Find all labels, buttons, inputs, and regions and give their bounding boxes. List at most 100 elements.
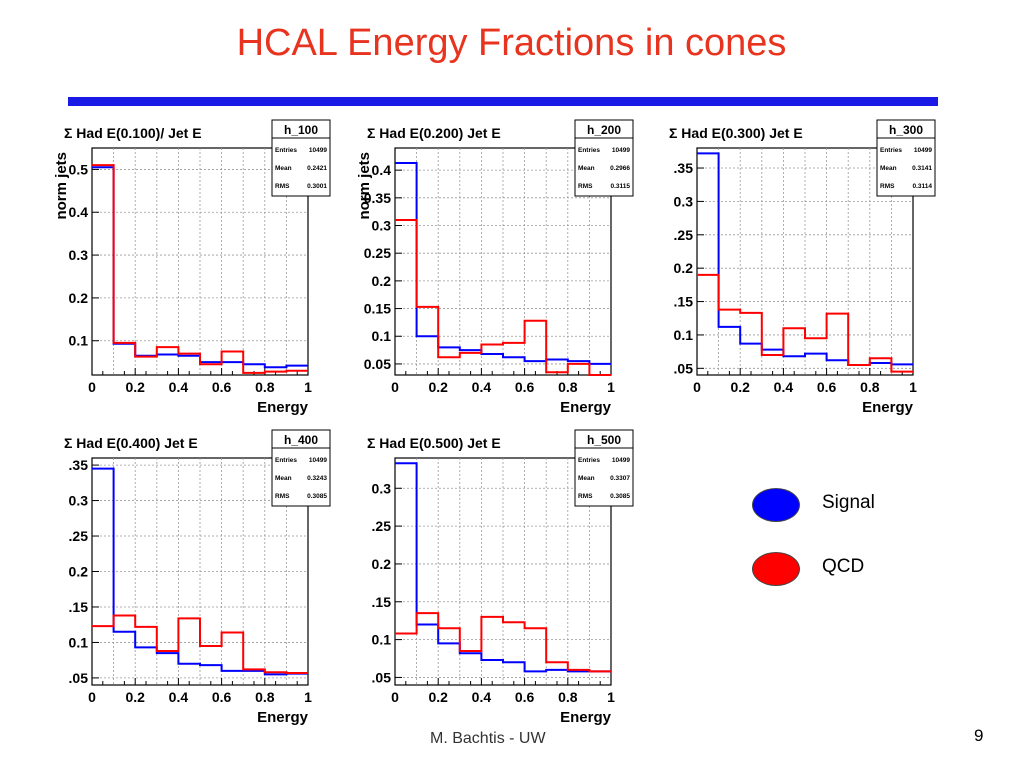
x-tick-label: 0.2 bbox=[730, 379, 750, 395]
x-axis-label: Energy bbox=[560, 709, 612, 726]
x-tick-label: 0.4 bbox=[169, 379, 189, 395]
stats-value: 10499 bbox=[309, 147, 327, 154]
x-tick-label: 0.6 bbox=[212, 689, 232, 705]
y-tick-label: .05 bbox=[372, 669, 392, 685]
y-tick-label: 0.15 bbox=[364, 301, 391, 317]
stats-label: Entries bbox=[275, 457, 297, 464]
x-tick-label: 0.6 bbox=[515, 379, 535, 395]
legend-item-signal: Signal bbox=[752, 488, 952, 528]
stats-box bbox=[574, 119, 634, 197]
x-tick-label: 0.8 bbox=[558, 689, 578, 705]
stats-box bbox=[574, 429, 634, 507]
stats-value: 10499 bbox=[914, 147, 932, 154]
y-tick-label: .35 bbox=[69, 457, 89, 473]
histogram-h-500: .05 0.1 .15 0.2 .25 0.3 0 0.2 0.4 0.6 0.8 1 Σ Had E(… bbox=[353, 428, 634, 728]
y-tick-label: 0.1 bbox=[674, 327, 694, 343]
stats-box bbox=[271, 429, 331, 507]
histogram-svg: 0.05 0.1 0.15 0.2 0.25 0.3 0.35 0.4 0 0.2 0.4 0.6 0.… bbox=[356, 119, 634, 416]
y-tick-label: .25 bbox=[372, 518, 392, 534]
stats-label: Mean bbox=[275, 165, 292, 172]
stats-label: Entries bbox=[275, 147, 297, 154]
stats-name: h_200 bbox=[587, 123, 621, 137]
legend-label-signal: Signal bbox=[822, 492, 875, 513]
x-tick-label: 0.8 bbox=[860, 379, 880, 395]
y-tick-label: .15 bbox=[674, 294, 694, 310]
stats-box bbox=[876, 119, 936, 197]
stats-label: Entries bbox=[578, 147, 600, 154]
x-tick-label: 0 bbox=[391, 689, 399, 705]
stats-label: RMS bbox=[578, 183, 593, 190]
y-tick-label: .35 bbox=[674, 160, 694, 176]
x-tick-label: 0.6 bbox=[212, 379, 232, 395]
signal-swatch-icon bbox=[752, 488, 800, 522]
histogram-title: Σ Had E(0.300) Jet E bbox=[669, 125, 803, 141]
x-tick-label: 0.4 bbox=[472, 689, 492, 705]
qcd-histogram-line bbox=[92, 164, 308, 374]
y-tick-label: 0.2 bbox=[674, 260, 694, 276]
y-tick-label: .05 bbox=[69, 670, 89, 686]
stats-label: Mean bbox=[578, 475, 595, 482]
y-axis-label: norm jets bbox=[53, 152, 70, 220]
x-tick-label: 0.2 bbox=[125, 379, 145, 395]
qcd-histogram-line bbox=[395, 612, 611, 673]
x-tick-label: 0.2 bbox=[428, 379, 448, 395]
stats-label: Entries bbox=[880, 147, 902, 154]
x-tick-label: 1 bbox=[304, 379, 312, 395]
x-tick-label: 0 bbox=[88, 689, 96, 705]
qcd-histogram-line bbox=[395, 218, 611, 376]
y-tick-label: 0.35 bbox=[364, 190, 391, 206]
histogram-title: Σ Had E(0.400) Jet E bbox=[64, 435, 198, 451]
y-tick-label: 0.3 bbox=[69, 247, 89, 263]
y-tick-label: 0.2 bbox=[372, 273, 392, 289]
histogram-h-200: 0.05 0.1 0.15 0.2 0.25 0.3 0.35 0.4 0 0.2 0.4 0.6 0.… bbox=[353, 118, 634, 418]
y-tick-label: 0.2 bbox=[372, 556, 392, 572]
histogram-title: Σ Had E(0.100)/ Jet E bbox=[64, 125, 202, 141]
stats-label: RMS bbox=[275, 183, 290, 190]
x-tick-label: 0.8 bbox=[255, 379, 275, 395]
stats-value: 0.3001 bbox=[307, 183, 327, 190]
x-axis-label: Energy bbox=[257, 399, 309, 416]
x-tick-label: 1 bbox=[909, 379, 917, 395]
stats-value: 10499 bbox=[309, 457, 327, 464]
histogram-h-400: .05 0.1 .15 0.2 .25 0.3 .35 0 0.2 0.4 0.6 0.8 1 Σ Had… bbox=[50, 428, 331, 728]
y-tick-label: .05 bbox=[674, 360, 694, 376]
x-tick-label: 0.4 bbox=[169, 689, 189, 705]
x-axis-label: Energy bbox=[560, 399, 612, 416]
histogram-svg: 0.1 0.2 0.3 0.4 0.5 0 0.2 0.4 0.6 0.8 1 Σ Had E(0.1… bbox=[53, 119, 331, 416]
y-tick-label: 0.1 bbox=[69, 333, 89, 349]
stats-name: h_300 bbox=[889, 123, 923, 137]
x-tick-label: 0.4 bbox=[774, 379, 794, 395]
y-tick-label: 0.2 bbox=[69, 290, 89, 306]
stats-label: RMS bbox=[275, 493, 290, 500]
stats-value: 0.3307 bbox=[610, 475, 630, 482]
x-tick-label: 0 bbox=[88, 379, 96, 395]
x-tick-label: 1 bbox=[607, 689, 615, 705]
x-tick-label: 0.4 bbox=[472, 379, 492, 395]
y-tick-label: 0.3 bbox=[372, 218, 392, 234]
y-tick-label: 0.3 bbox=[674, 193, 694, 209]
y-tick-label: .25 bbox=[69, 528, 89, 544]
stats-value: 0.2421 bbox=[307, 165, 327, 172]
y-tick-label: 0.1 bbox=[372, 632, 392, 648]
stats-label: Mean bbox=[578, 165, 595, 172]
x-tick-label: 0.6 bbox=[515, 689, 535, 705]
y-axis-label: norm jets bbox=[356, 152, 373, 220]
stats-value: 0.3114 bbox=[912, 183, 932, 190]
legend-label-qcd: QCD bbox=[822, 556, 865, 577]
stats-box bbox=[271, 119, 331, 197]
footer-author: M. Bachtis - UW bbox=[430, 730, 546, 747]
qcd-histogram-line bbox=[697, 273, 913, 373]
qcd-histogram-line bbox=[92, 614, 308, 674]
stats-name: h_100 bbox=[284, 123, 318, 137]
stats-name: h_400 bbox=[284, 433, 318, 447]
x-tick-label: 0.8 bbox=[255, 689, 275, 705]
stats-value: 10499 bbox=[612, 147, 630, 154]
stats-label: RMS bbox=[578, 493, 593, 500]
x-tick-label: 0.2 bbox=[125, 689, 145, 705]
stats-value: 0.3243 bbox=[307, 475, 327, 482]
stats-name: h_500 bbox=[587, 433, 621, 447]
stats-value: 0.3115 bbox=[610, 183, 630, 190]
stats-value: 0.2966 bbox=[610, 165, 630, 172]
x-tick-label: 1 bbox=[304, 689, 312, 705]
histogram-svg: .05 0.1 .15 0.2 .25 0.3 0 0.2 0.4 0.6 0.8 1 Σ Had E(… bbox=[367, 429, 634, 726]
